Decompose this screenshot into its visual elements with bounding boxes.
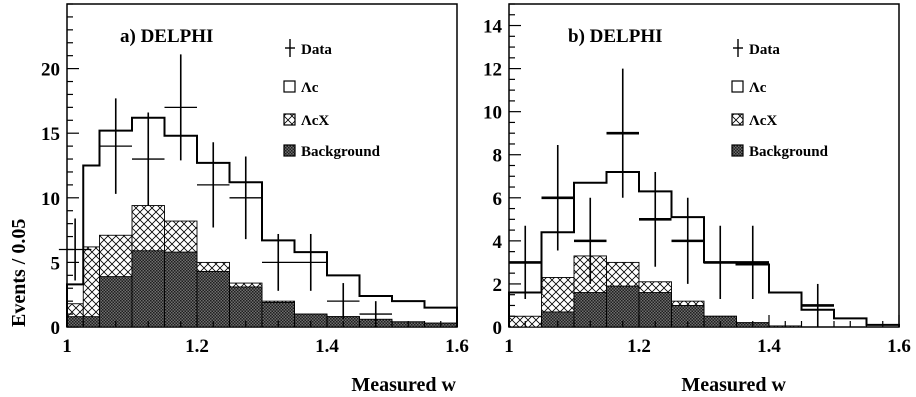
data-point [704, 225, 737, 300]
y-axis-ticks: 0 5 10 15 20 [41, 3, 79, 339]
data-points [58, 54, 392, 327]
legend-lambda-c-swatch [283, 80, 296, 93]
x-tick-label: 1.4 [315, 336, 339, 357]
data-point [736, 225, 769, 300]
data-point [132, 112, 165, 206]
legend-lambda-c-x-swatch [283, 113, 296, 126]
x-tick-label: 1.2 [185, 336, 209, 357]
data-point [294, 233, 327, 291]
background-fill [541, 285, 770, 328]
x-tick-label: 1.6 [445, 336, 469, 357]
data-point [197, 142, 230, 228]
y-tick-label: 8 [493, 146, 503, 167]
legend: Data Λc ΛcX Background [283, 39, 381, 160]
background-bar [606, 285, 640, 328]
legend: Data Λc ΛcX Background [731, 39, 829, 160]
data-point [541, 145, 574, 251]
legend-data-icon [285, 39, 295, 57]
x-tick-label: 1.2 [627, 336, 651, 357]
background-bar [196, 270, 230, 328]
legend-background-label: Background [301, 144, 381, 160]
data-point [574, 197, 607, 284]
x-axis-title: Measured w [351, 374, 456, 396]
x-tick-label: 1 [62, 336, 72, 357]
data-point [639, 171, 672, 267]
y-axis-title: Events / 0.05 [8, 219, 30, 327]
x-tick-label: 1.4 [757, 336, 781, 357]
legend-data-icon [733, 39, 743, 57]
legend-lambda-c-label: Λc [301, 80, 319, 96]
y-tick-label: 2 [493, 275, 503, 296]
data-point [58, 218, 92, 281]
panel-title: b) DELPHI [568, 26, 663, 47]
data-point [606, 68, 639, 198]
lambda-c-x-bar [82, 246, 100, 328]
background-bar [66, 316, 84, 328]
x-axis-ticks: 1 1.2 1.4 1.6 [62, 315, 469, 357]
y-tick-label: 10 [41, 189, 60, 210]
y-tick-label: 0 [493, 318, 503, 339]
x-axis-ticks: 1 1.2 1.4 1.6 [504, 315, 911, 357]
y-tick-label: 5 [51, 253, 61, 274]
panel-a: 1 1.2 1.4 1.6 0 5 10 15 20 a) DELPHI Measured w… [8, 3, 469, 396]
legend-lambda-c-x-label: ΛcX [749, 113, 777, 129]
legend-lambda-c-swatch [731, 80, 744, 93]
panel-title: a) DELPHI [120, 26, 213, 47]
legend-lambda-c-x-label: ΛcX [301, 113, 329, 129]
y-tick-label: 0 [51, 318, 61, 339]
data-points [509, 68, 834, 327]
x-axis-title: Measured w [681, 374, 786, 396]
y-tick-label: 20 [41, 60, 60, 81]
data-point [262, 233, 295, 291]
legend-lambda-c-label: Λc [749, 80, 767, 96]
legend-background-label: Background [749, 144, 829, 160]
legend-lambda-c-x-swatch [731, 113, 744, 126]
background-bar [131, 250, 165, 328]
data-point [164, 54, 197, 161]
y-tick-label: 6 [493, 189, 503, 210]
data-point [99, 98, 132, 194]
background-bar [229, 286, 263, 328]
panel-b: 1 1.2 1.4 1.6 0 2 4 6 8 10 12 14 b) DELPHI Measure… [483, 3, 911, 396]
y-axis-ticks: 0 2 4 6 8 10 12 14 [483, 3, 521, 339]
legend-data-label: Data [749, 42, 780, 58]
data-point [671, 197, 704, 284]
legend-background-swatch [731, 144, 744, 157]
x-tick-label: 1.6 [887, 336, 911, 357]
y-tick-label: 4 [493, 232, 503, 253]
y-tick-label: 10 [483, 103, 502, 124]
background-bar [82, 316, 100, 328]
legend-background-swatch [283, 144, 296, 157]
x-tick-label: 1 [504, 336, 514, 357]
data-point [229, 156, 262, 240]
legend-data-label: Data [301, 42, 332, 58]
y-tick-label: 14 [483, 17, 503, 38]
background-bar [99, 276, 133, 328]
y-tick-label: 15 [41, 124, 60, 145]
data-point [801, 283, 834, 327]
data-point [327, 283, 360, 320]
background-bar [164, 251, 198, 328]
y-tick-label: 12 [483, 60, 502, 81]
